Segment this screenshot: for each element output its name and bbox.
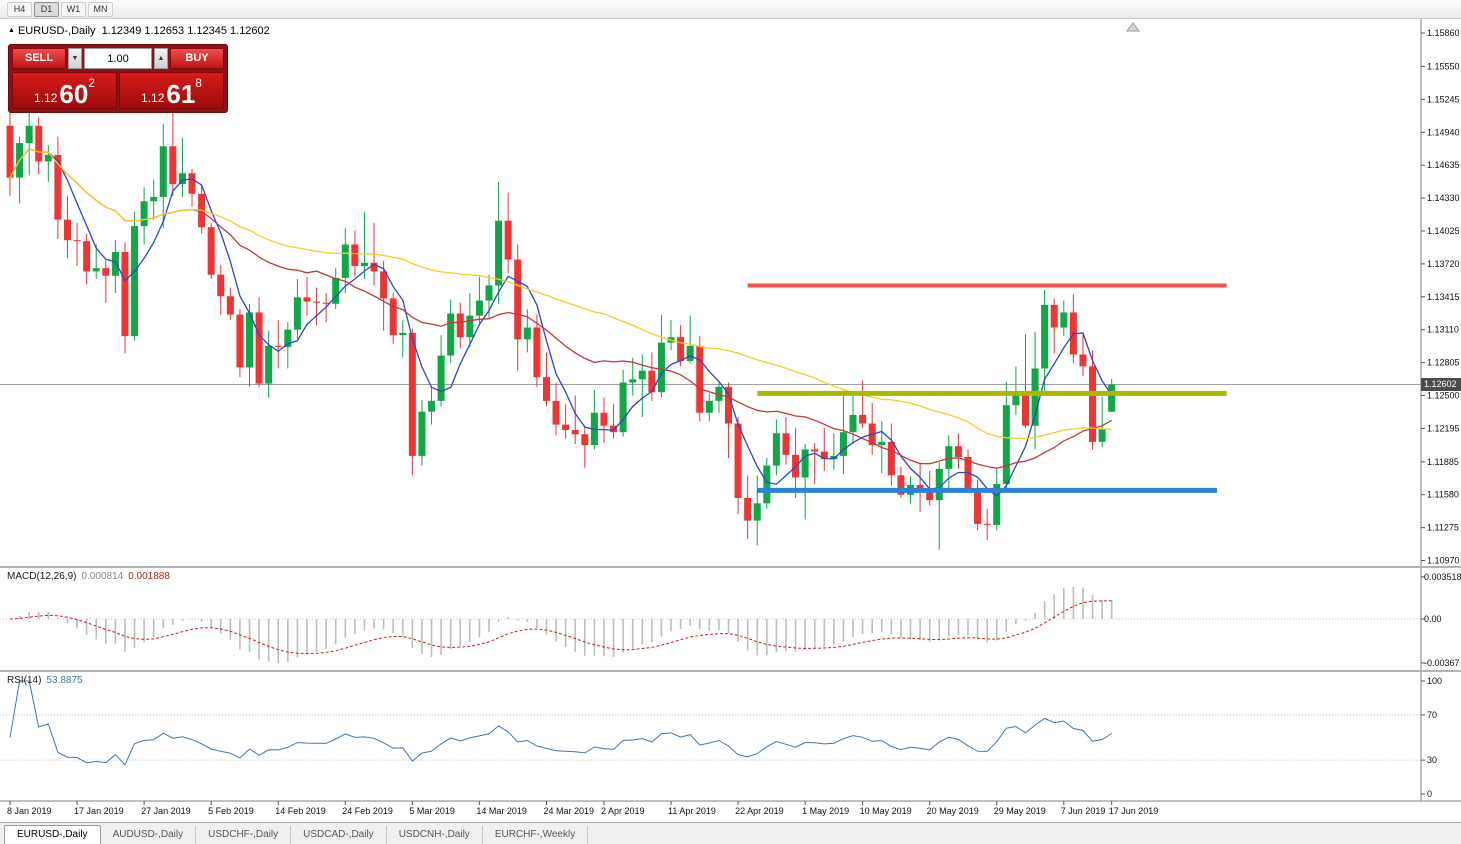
svg-text:1.12195: 1.12195 xyxy=(1427,423,1460,433)
svg-text:11 Apr 2019: 11 Apr 2019 xyxy=(668,806,716,816)
timeframe-mn-button[interactable]: MN xyxy=(88,1,113,17)
tab-eurchf-weekly[interactable]: EURCHF-,Weekly xyxy=(483,826,589,844)
chart-ohlc-values: 1.12349 1.12653 1.12345 1.12602 xyxy=(101,25,270,37)
svg-text:1.11275: 1.11275 xyxy=(1427,523,1459,533)
svg-text:1.15550: 1.15550 xyxy=(1427,61,1460,71)
date-axis[interactable] xyxy=(0,801,1421,821)
svg-text:24 Feb 2019: 24 Feb 2019 xyxy=(342,806,393,816)
tab-eurusd-daily[interactable]: EURUSD-,Daily xyxy=(4,825,101,844)
svg-text:-0.00367: -0.00367 xyxy=(1424,658,1460,668)
svg-text:24 Mar 2019: 24 Mar 2019 xyxy=(543,806,594,816)
ma-line-20 xyxy=(9,148,1113,469)
svg-text:1.12500: 1.12500 xyxy=(1427,390,1460,400)
svg-text:1.15860: 1.15860 xyxy=(1427,28,1460,38)
ma-line-50 xyxy=(9,148,1112,440)
svg-text:1.11885: 1.11885 xyxy=(1427,457,1459,467)
buy-price-prefix: 1.12 xyxy=(141,90,165,105)
svg-text:0: 0 xyxy=(1427,789,1432,799)
rsi-level-lines xyxy=(0,714,1421,761)
macd-signal-line xyxy=(9,600,1112,655)
rsi-panel-separator[interactable] xyxy=(0,670,1461,672)
volume-decrease-button[interactable]: ▼ xyxy=(68,48,82,69)
timeframe-toolbar: H4 D1 W1 MN xyxy=(0,0,1461,19)
rsi-value: 53.8875 xyxy=(46,675,83,686)
svg-text:1 May 2019: 1 May 2019 xyxy=(802,806,849,816)
timeframe-w1-button[interactable]: W1 xyxy=(61,1,86,17)
svg-text:1.14940: 1.14940 xyxy=(1427,127,1460,137)
chart-marker-icon: ▲ xyxy=(8,27,15,34)
tab-usdcad-daily[interactable]: USDCAD-,Daily xyxy=(291,826,387,844)
rsi-line xyxy=(9,680,1112,766)
svg-text:17 Jun 2019: 17 Jun 2019 xyxy=(1109,806,1159,816)
macd-label: MACD(12,26,9) 0.000814 0.001888 xyxy=(7,571,170,582)
macd-panel-separator[interactable] xyxy=(0,566,1461,568)
svg-text:10 May 2019: 10 May 2019 xyxy=(860,806,912,816)
svg-text:1.13110: 1.13110 xyxy=(1427,325,1459,335)
buy-button[interactable]: BUY xyxy=(170,48,224,69)
svg-text:1.13720: 1.13720 xyxy=(1427,259,1460,269)
chart-tabs-bar: EURUSD-,Daily AUDUSD-,Daily USDCHF-,Dail… xyxy=(0,822,1461,844)
rsi-label: RSI(14) 53.8875 xyxy=(7,675,83,686)
svg-text:1.15245: 1.15245 xyxy=(1427,94,1460,104)
svg-text:0.00: 0.00 xyxy=(1424,614,1442,624)
timeframe-h4-button[interactable]: H4 xyxy=(7,1,32,17)
svg-text:27 Jan 2019: 27 Jan 2019 xyxy=(141,806,191,816)
chart-shift-marker[interactable] xyxy=(1126,22,1140,32)
buy-price-pips: 61 xyxy=(166,78,196,109)
volume-input[interactable] xyxy=(84,48,152,69)
svg-text:0.003518: 0.003518 xyxy=(1424,572,1461,582)
current-price-badge: 1.12602 xyxy=(1421,378,1461,392)
svg-text:17 Jan 2019: 17 Jan 2019 xyxy=(74,806,124,816)
sell-price-point: 2 xyxy=(88,76,95,90)
svg-text:14 Feb 2019: 14 Feb 2019 xyxy=(275,806,326,816)
sell-button[interactable]: SELL xyxy=(12,48,66,69)
candlesticks xyxy=(6,106,1116,550)
rsi-axis-ticks: 100 70 30 0 xyxy=(1421,676,1442,799)
svg-text:1.12805: 1.12805 xyxy=(1427,358,1460,368)
svg-text:22 Apr 2019: 22 Apr 2019 xyxy=(735,806,784,816)
price-axis[interactable] xyxy=(1421,19,1461,801)
svg-text:30: 30 xyxy=(1427,755,1437,765)
buy-price-point: 8 xyxy=(195,76,202,90)
svg-text:1.10970: 1.10970 xyxy=(1427,556,1460,566)
svg-text:5 Feb 2019: 5 Feb 2019 xyxy=(208,806,254,816)
tab-usdchf-daily[interactable]: USDCHF-,Daily xyxy=(196,826,292,844)
sell-price-pips: 60 xyxy=(59,78,89,109)
macd-histogram xyxy=(18,586,1113,663)
svg-text:100: 100 xyxy=(1427,676,1442,686)
buy-price-tile[interactable]: 1.12 61 8 xyxy=(119,72,224,109)
timeframe-d1-button[interactable]: D1 xyxy=(34,1,59,17)
svg-text:1.14330: 1.14330 xyxy=(1427,193,1460,203)
macd-main-value: 0.000814 xyxy=(81,571,124,582)
chart-title: ▲ EURUSD-,Daily 1.12349 1.12653 1.12345 1.… xyxy=(8,25,270,37)
svg-text:8 Jan 2019: 8 Jan 2019 xyxy=(7,806,52,816)
svg-text:1.11580: 1.11580 xyxy=(1427,490,1459,500)
sell-price-prefix: 1.12 xyxy=(34,90,58,105)
ma-line-5 xyxy=(9,148,1113,497)
svg-text:14 Mar 2019: 14 Mar 2019 xyxy=(476,806,527,816)
svg-text:1.14635: 1.14635 xyxy=(1427,160,1460,170)
one-click-trading-panel: SELL ▼ ▲ BUY 1.12 60 2 1.12 61 8 xyxy=(8,44,228,113)
macd-signal-value: 0.001888 xyxy=(128,571,170,582)
tab-audusd-daily[interactable]: AUDUSD-,Daily xyxy=(101,826,197,844)
price-axis-ticks: 1.15860 1.15550 1.15245 1.14940 1.14635 1.143… xyxy=(1421,28,1460,566)
macd-axis-ticks: 0.003518 0.00 -0.00367 xyxy=(1421,572,1461,668)
svg-text:20 May 2019: 20 May 2019 xyxy=(927,806,979,816)
svg-text:5 Mar 2019: 5 Mar 2019 xyxy=(409,806,455,816)
date-axis-ticks: 8 Jan 2019 17 Jan 2019 27 Jan 2019 5 Feb 20… xyxy=(7,801,1158,816)
chart-symbol-label: EURUSD-,Daily xyxy=(17,25,96,37)
svg-text:1.14025: 1.14025 xyxy=(1427,226,1460,236)
svg-text:2 Apr 2019: 2 Apr 2019 xyxy=(601,806,645,816)
rsi-name: RSI(14) xyxy=(7,675,42,686)
tab-usdcnh-daily[interactable]: USDCNH-,Daily xyxy=(387,826,483,844)
macd-name: MACD(12,26,9) xyxy=(7,571,77,582)
svg-text:7 Jun 2019: 7 Jun 2019 xyxy=(1061,806,1106,816)
svg-text:1.13415: 1.13415 xyxy=(1427,292,1460,302)
sell-price-tile[interactable]: 1.12 60 2 xyxy=(12,72,117,109)
svg-text:70: 70 xyxy=(1427,710,1437,720)
volume-increase-button[interactable]: ▲ xyxy=(154,48,168,69)
svg-text:29 May 2019: 29 May 2019 xyxy=(994,806,1046,816)
